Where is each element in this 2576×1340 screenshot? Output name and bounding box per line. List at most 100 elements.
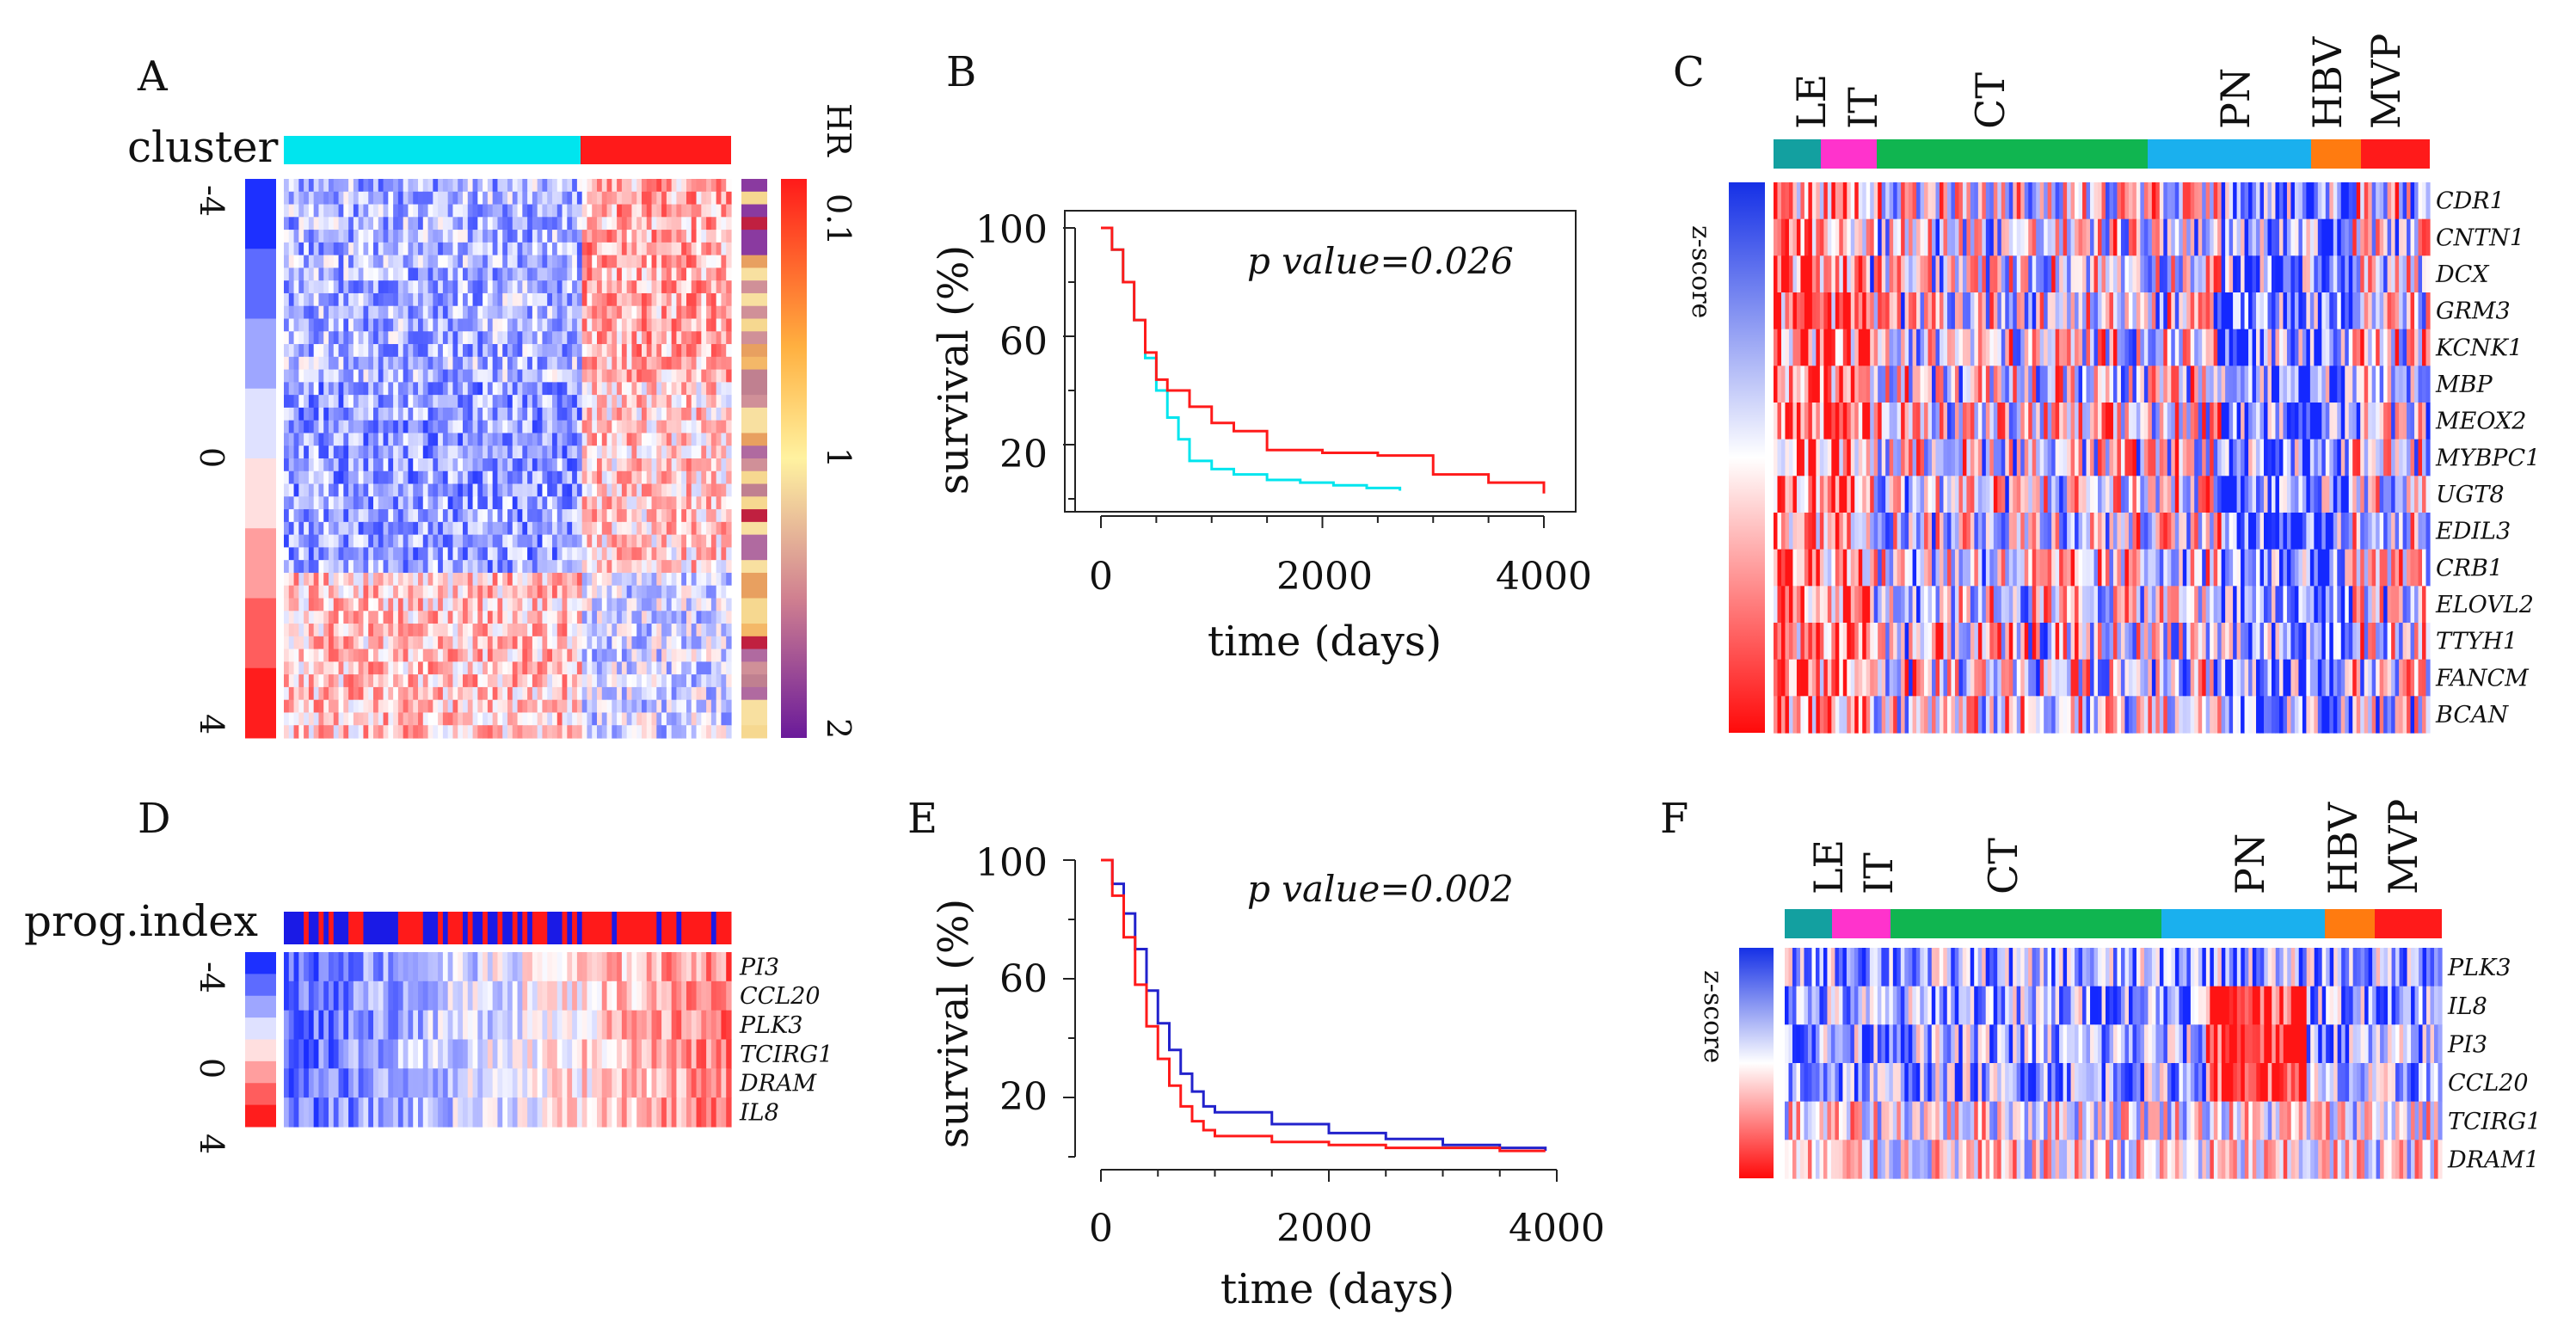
heat-cell	[363, 369, 369, 383]
heat-cell	[1932, 329, 1937, 366]
heat-cell	[612, 446, 618, 459]
heat-cell	[621, 686, 628, 701]
heat-cell	[581, 420, 588, 434]
heat-cell	[676, 292, 682, 307]
heat-cell	[587, 598, 593, 612]
heat-cell	[1816, 366, 1821, 403]
heat-cell	[288, 572, 295, 587]
heat-cell	[2190, 292, 2195, 330]
heat-cell	[621, 267, 628, 281]
heat-cell	[646, 572, 653, 587]
heat-cell	[318, 648, 324, 662]
heat-cell	[617, 179, 623, 193]
heat-cell	[338, 458, 344, 472]
heat-cell	[517, 648, 523, 662]
heat-cell	[433, 217, 439, 231]
heat-cell	[467, 382, 474, 396]
heat-cell	[636, 572, 642, 587]
heat-cell	[472, 624, 478, 637]
heat-cell	[532, 305, 538, 320]
heat-cell	[2155, 255, 2161, 293]
heat-cell	[467, 344, 474, 358]
heat-cell	[2136, 329, 2141, 366]
heat-cell	[681, 725, 687, 739]
heat-cell	[671, 191, 678, 206]
heat-cell	[587, 686, 593, 701]
heat-cell	[552, 624, 558, 637]
hr-cell	[741, 369, 767, 383]
heat-cell	[333, 217, 340, 231]
heat-cell	[532, 179, 538, 193]
heat-cell	[433, 648, 439, 662]
heat-cell	[353, 191, 360, 206]
heat-cell	[378, 433, 384, 446]
heat-cell	[502, 585, 508, 599]
heat-cell	[527, 661, 533, 675]
heat-cell	[497, 179, 503, 193]
heat-cell	[542, 686, 548, 701]
heat-cell	[701, 458, 707, 472]
heat-cell	[383, 636, 389, 650]
heat-cell	[318, 624, 324, 637]
heat-cell	[329, 572, 335, 587]
heat-cell	[547, 712, 553, 726]
heat-cell	[318, 369, 324, 383]
heat-cell	[671, 560, 678, 574]
heat-cell	[671, 611, 678, 624]
heat-cell	[2233, 218, 2238, 256]
heat-cell	[636, 534, 642, 549]
heat-cell	[397, 179, 404, 193]
heat-cell	[452, 686, 458, 701]
heat-cell	[458, 344, 464, 358]
heat-cell	[463, 344, 469, 358]
heat-cell	[467, 242, 474, 256]
heat-cell	[676, 230, 682, 243]
heat-cell	[666, 458, 673, 472]
heat-cell	[706, 407, 712, 421]
heat-cell	[621, 344, 628, 358]
heat-cell	[572, 598, 578, 612]
heat-cell	[666, 242, 673, 256]
heat-cell	[487, 292, 494, 307]
heat-cell	[442, 661, 449, 675]
heat-cell	[2241, 255, 2246, 293]
heat-cell	[433, 560, 439, 574]
heat-cell	[2399, 329, 2404, 366]
heat-cell	[458, 509, 464, 523]
heat-cell	[1835, 218, 1840, 256]
heat-cell	[447, 433, 454, 446]
heat-cell	[726, 217, 732, 231]
heat-cell	[413, 534, 419, 549]
heat-cell	[2174, 292, 2179, 330]
heat-cell	[1889, 255, 1894, 293]
heat-cell	[403, 204, 409, 218]
heat-cell	[427, 483, 433, 497]
heat-cell	[572, 572, 578, 587]
heat-cell	[422, 230, 429, 243]
heat-cell	[597, 458, 603, 472]
heat-cell	[706, 534, 712, 549]
heat-cell	[1889, 182, 1894, 220]
heat-cell	[1858, 292, 1863, 330]
heat-cell	[532, 331, 538, 345]
heat-cell	[2086, 255, 2091, 293]
heat-cell	[706, 179, 712, 193]
heat-cell	[2124, 255, 2130, 293]
heat-cell	[363, 661, 369, 675]
heat-cell	[343, 217, 349, 231]
heat-cell	[626, 725, 633, 739]
heat-cell	[671, 395, 678, 409]
heat-cell	[397, 267, 404, 281]
heat-cell	[556, 521, 563, 536]
heat-cell	[631, 407, 637, 421]
heat-cell	[606, 344, 612, 358]
heat-cell	[542, 636, 548, 650]
heat-cell	[408, 572, 414, 587]
heat-cell	[696, 382, 702, 396]
heat-cell	[393, 433, 399, 446]
heat-cell	[572, 534, 578, 549]
heat-cell	[458, 179, 464, 193]
heat-cell	[329, 598, 335, 612]
heat-cell	[710, 420, 717, 434]
heat-cell	[2236, 218, 2241, 256]
